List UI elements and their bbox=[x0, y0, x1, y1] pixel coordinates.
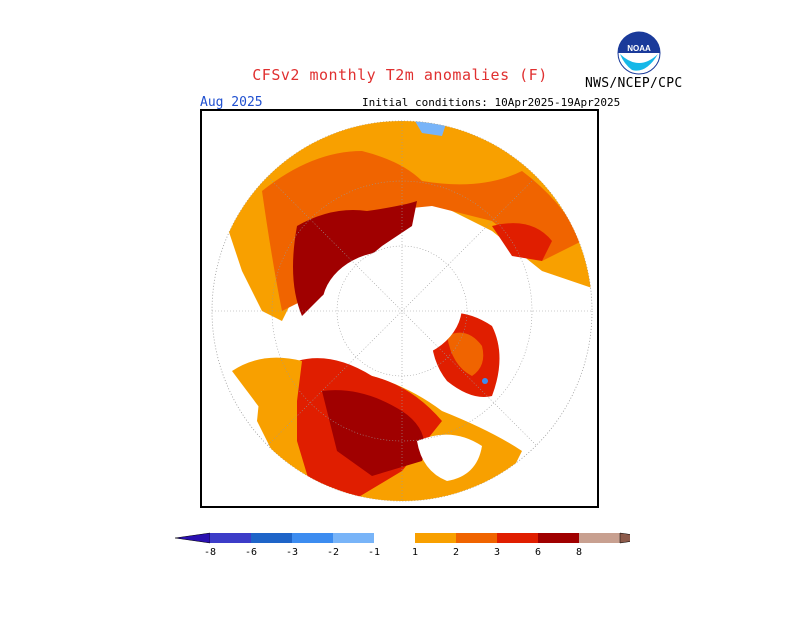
colorbar-tick-label: 8 bbox=[575, 547, 583, 558]
colorbar-segment bbox=[456, 533, 497, 543]
colorbar-tick-label: 2 bbox=[452, 547, 460, 558]
colorbar-arrow-high bbox=[619, 532, 656, 544]
region-cool-patch bbox=[412, 121, 447, 136]
region-siberia-warm4 bbox=[293, 201, 417, 316]
colorbar-tick-label: 6 bbox=[534, 547, 542, 558]
polar-stereographic-map bbox=[211, 120, 593, 502]
agency-label: NWS/NCEP/CPC bbox=[585, 76, 683, 91]
colorbar-segment bbox=[333, 533, 374, 543]
chart-title: CFSv2 monthly T2m anomalies (F) bbox=[252, 66, 548, 84]
colorbar-graphic bbox=[174, 532, 656, 544]
colorbar-segment bbox=[579, 533, 620, 543]
cool-point bbox=[482, 378, 488, 384]
region-eurasia-warm2 bbox=[262, 151, 582, 311]
colorbar-arrow-low bbox=[174, 532, 211, 544]
colorbar-tick-label: -2 bbox=[326, 547, 340, 558]
colorbar-tick-label: 3 bbox=[493, 547, 501, 558]
colorbar-segment bbox=[374, 533, 415, 543]
colorbar: -8 -6 -3 -2 -1 1 2 3 6 8 bbox=[170, 530, 656, 560]
region-europe-warm3 bbox=[492, 223, 552, 261]
colorbar-segment bbox=[415, 533, 456, 543]
logo-text: NOAA bbox=[627, 44, 651, 53]
colorbar-tick-label: -8 bbox=[203, 547, 217, 558]
colorbar-tick-label: -1 bbox=[367, 547, 381, 558]
polar-map-frame bbox=[200, 109, 599, 508]
colorbar-segment bbox=[210, 533, 251, 543]
region-greenland-white bbox=[447, 332, 484, 376]
region-canada-warm4 bbox=[322, 390, 425, 476]
region-arctic-ocean bbox=[322, 251, 462, 361]
colorbar-segment bbox=[251, 533, 292, 543]
colorbar-tick-label: 1 bbox=[411, 547, 419, 558]
region-hudson-white bbox=[417, 434, 482, 481]
noaa-logo: NOAA bbox=[617, 31, 661, 75]
forecast-month: Aug 2025 bbox=[200, 95, 263, 110]
colorbar-segment bbox=[538, 533, 579, 543]
initial-conditions: Initial conditions: 10Apr2025-19Apr2025 bbox=[362, 96, 621, 109]
region-alaska-warm1 bbox=[232, 357, 302, 411]
colorbar-segment bbox=[292, 533, 333, 543]
colorbar-segment bbox=[497, 533, 538, 543]
colorbar-tick-label: -6 bbox=[244, 547, 258, 558]
colorbar-tick-label: -3 bbox=[285, 547, 299, 558]
